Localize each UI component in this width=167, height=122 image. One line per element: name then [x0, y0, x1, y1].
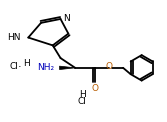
- Text: HN: HN: [7, 33, 21, 42]
- Polygon shape: [60, 66, 75, 70]
- Text: N: N: [63, 14, 70, 22]
- Text: NH₂: NH₂: [38, 63, 55, 72]
- Text: Cl: Cl: [10, 62, 19, 71]
- Text: O: O: [106, 62, 113, 71]
- Text: O: O: [91, 84, 98, 93]
- Text: ·: ·: [18, 62, 21, 72]
- Text: H: H: [23, 59, 30, 68]
- Text: Cl: Cl: [78, 97, 87, 106]
- Text: H: H: [79, 90, 85, 99]
